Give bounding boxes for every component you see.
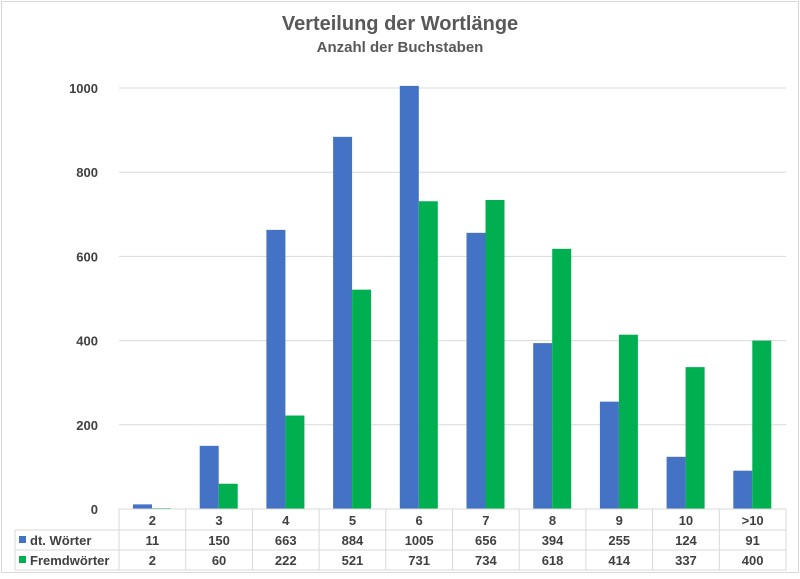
bar-dt-woerter <box>466 232 486 509</box>
data-table-value: 618 <box>542 553 564 568</box>
y-tick-label: 200 <box>76 418 98 433</box>
data-table-value: 521 <box>342 553 364 568</box>
bar-fremdwoerter <box>685 367 705 509</box>
data-table-value: 734 <box>475 553 497 568</box>
data-table-value: 394 <box>542 533 564 548</box>
y-tick-label: 400 <box>76 334 98 349</box>
bar-fremdwoerter <box>552 248 572 509</box>
bar-fremdwoerter <box>352 289 372 509</box>
chart-subtitle: Anzahl der Buchstaben <box>317 39 484 56</box>
bar-dt-woerter <box>533 343 553 509</box>
bar-dt-woerter <box>333 136 353 509</box>
data-table-value: 337 <box>675 553 697 568</box>
bar-dt-woerter <box>133 504 152 509</box>
bar-fremdwoerter <box>285 415 305 509</box>
bar-fremdwoerter <box>218 483 238 509</box>
x-category-label: 9 <box>616 513 623 528</box>
x-category-label: 10 <box>679 513 693 528</box>
bar-fremdwoerter <box>485 199 505 509</box>
data-table-value: 731 <box>408 553 430 568</box>
x-category-label: 2 <box>149 513 156 528</box>
data-table-value: 60 <box>212 553 226 568</box>
data-table-value: 124 <box>675 533 697 548</box>
bar-fremdwoerter <box>618 334 638 509</box>
x-category-label: 5 <box>349 513 356 528</box>
data-table-value: 414 <box>608 553 630 568</box>
legend-key <box>19 536 26 543</box>
bar-dt-woerter <box>199 445 219 509</box>
bar-dt-woerter <box>399 85 419 510</box>
data-table-value: 1005 <box>405 533 434 548</box>
x-category-label: 3 <box>215 513 222 528</box>
data-table-value: 11 <box>145 533 159 548</box>
data-table-value: 884 <box>342 533 364 548</box>
x-category-label: 7 <box>482 513 489 528</box>
y-tick-label: 0 <box>91 502 98 517</box>
legend-label: dt. Wörter <box>30 533 91 548</box>
y-tick-label: 1000 <box>69 81 98 96</box>
x-category-label: 6 <box>416 513 423 528</box>
bar-dt-woerter <box>266 229 286 509</box>
legend-key <box>19 556 26 563</box>
data-table-value: 2 <box>149 553 156 568</box>
data-table-value: 255 <box>608 533 630 548</box>
bar-dt-woerter <box>666 456 686 509</box>
data-table-value: 400 <box>742 553 764 568</box>
x-category-label: >10 <box>742 513 764 528</box>
data-table-value: 663 <box>275 533 297 548</box>
data-table-value: 91 <box>745 533 759 548</box>
bar-dt-woerter <box>599 401 619 509</box>
bar-fremdwoerter <box>418 201 438 509</box>
y-tick-label: 800 <box>76 165 98 180</box>
chart-title: Verteilung der Wortlänge <box>282 13 518 35</box>
bar-dt-woerter <box>733 470 753 509</box>
x-category-label: 8 <box>549 513 556 528</box>
x-category-label: 4 <box>282 513 290 528</box>
data-table-value: 150 <box>208 533 230 548</box>
y-tick-label: 600 <box>76 249 98 264</box>
data-table-value: 656 <box>475 533 497 548</box>
legend-label: Fremdwörter <box>30 553 109 568</box>
data-table-value: 222 <box>275 553 297 568</box>
bar-fremdwoerter <box>752 340 772 509</box>
